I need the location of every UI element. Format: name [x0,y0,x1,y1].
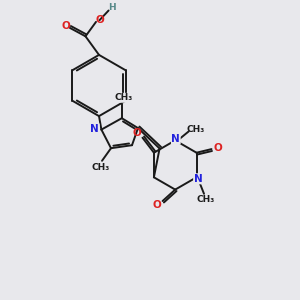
Text: CH₃: CH₃ [92,163,110,172]
Text: CH₃: CH₃ [186,125,204,134]
Text: CH₃: CH₃ [114,93,132,102]
Text: N: N [90,124,99,134]
Text: H: H [108,3,116,12]
Text: O: O [152,200,161,210]
Text: O: O [61,21,70,32]
Text: CH₃: CH₃ [196,195,214,204]
Text: O: O [95,15,104,26]
Text: N: N [194,174,202,184]
Text: N: N [171,134,180,144]
Text: O: O [133,128,142,138]
Text: O: O [213,142,222,153]
